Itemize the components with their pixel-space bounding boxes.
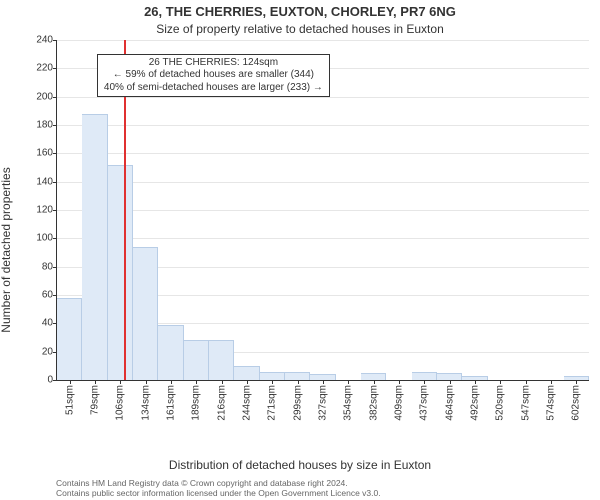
- y-tick: [53, 68, 57, 69]
- x-tick-label: 437sqm: [419, 385, 430, 421]
- y-tick-label: 100: [36, 233, 53, 244]
- y-tick: [53, 97, 57, 98]
- y-tick: [53, 380, 57, 381]
- x-tick: [348, 380, 349, 384]
- histogram-bar: [108, 165, 133, 380]
- histogram-bar: [133, 247, 158, 380]
- footnote: Contains HM Land Registry data © Crown c…: [56, 478, 594, 498]
- x-tick: [272, 380, 273, 384]
- x-tick-label: 520sqm: [495, 385, 506, 421]
- histogram-bar: [260, 372, 285, 381]
- gridline: [57, 40, 589, 41]
- y-tick: [53, 238, 57, 239]
- x-tick: [298, 380, 299, 384]
- x-tick-label: 106sqm: [115, 385, 126, 421]
- x-tick: [247, 380, 248, 384]
- footnote-line-2: Contains public sector information licen…: [56, 488, 594, 498]
- x-tick-label: 464sqm: [444, 385, 455, 421]
- x-tick-label: 216sqm: [216, 385, 227, 421]
- y-tick-label: 140: [36, 176, 53, 187]
- x-tick-label: 134sqm: [140, 385, 151, 421]
- plot-area: 02040608010012014016018020022024051sqm79…: [56, 40, 589, 381]
- x-tick: [450, 380, 451, 384]
- x-tick-label: 547sqm: [520, 385, 531, 421]
- histogram-bar: [209, 340, 234, 380]
- x-tick-label: 327sqm: [318, 385, 329, 421]
- x-tick: [120, 380, 121, 384]
- histogram-bar: [285, 372, 310, 381]
- annotation-line-2: ← 59% of detached houses are smaller (34…: [104, 69, 323, 82]
- x-tick: [323, 380, 324, 384]
- gridline: [57, 182, 589, 183]
- x-tick-label: 409sqm: [394, 385, 405, 421]
- x-tick: [576, 380, 577, 384]
- x-tick: [526, 380, 527, 384]
- x-tick-label: 354sqm: [343, 385, 354, 421]
- histogram-bar: [361, 373, 386, 380]
- y-tick: [53, 182, 57, 183]
- annotation-box: 26 THE CHERRIES: 124sqm← 59% of detached…: [97, 54, 330, 98]
- x-tick-label: 382sqm: [368, 385, 379, 421]
- annotation-line-3: 40% of semi-detached houses are larger (…: [104, 82, 323, 95]
- x-tick-label: 51sqm: [64, 385, 75, 415]
- y-tick: [53, 153, 57, 154]
- y-tick-label: 240: [36, 35, 53, 46]
- y-tick: [53, 125, 57, 126]
- y-tick-label: 80: [42, 261, 53, 272]
- x-tick-label: 271sqm: [267, 385, 278, 421]
- gridline: [57, 210, 589, 211]
- chart-container: 26, THE CHERRIES, EUXTON, CHORLEY, PR7 6…: [0, 0, 600, 500]
- y-tick-label: 220: [36, 63, 53, 74]
- x-tick-label: 299sqm: [292, 385, 303, 421]
- x-tick-label: 244sqm: [242, 385, 253, 421]
- gridline: [57, 125, 589, 126]
- x-tick-label: 161sqm: [166, 385, 177, 421]
- x-axis-label: Distribution of detached houses by size …: [0, 458, 600, 472]
- histogram-bar: [184, 340, 209, 380]
- x-tick-label: 492sqm: [470, 385, 481, 421]
- y-tick-label: 200: [36, 91, 53, 102]
- histogram-bar: [82, 114, 107, 380]
- x-tick: [70, 380, 71, 384]
- chart-title: 26, THE CHERRIES, EUXTON, CHORLEY, PR7 6…: [0, 4, 600, 19]
- y-tick: [53, 210, 57, 211]
- chart-subtitle: Size of property relative to detached ho…: [0, 22, 600, 36]
- gridline: [57, 238, 589, 239]
- x-tick: [551, 380, 552, 384]
- x-tick: [399, 380, 400, 384]
- y-tick: [53, 295, 57, 296]
- x-tick: [171, 380, 172, 384]
- x-tick: [196, 380, 197, 384]
- footnote-line-1: Contains HM Land Registry data © Crown c…: [56, 478, 594, 488]
- y-tick-label: 160: [36, 148, 53, 159]
- x-tick: [222, 380, 223, 384]
- y-tick-label: 180: [36, 120, 53, 131]
- y-tick-label: 20: [42, 346, 53, 357]
- x-tick-label: 189sqm: [191, 385, 202, 421]
- histogram-bar: [412, 372, 437, 381]
- x-tick: [146, 380, 147, 384]
- y-axis-label: Number of detached properties: [0, 167, 13, 332]
- y-tick-label: 60: [42, 290, 53, 301]
- y-tick: [53, 40, 57, 41]
- gridline: [57, 153, 589, 154]
- histogram-bar: [437, 373, 462, 380]
- x-tick-label: 602sqm: [571, 385, 582, 421]
- histogram-bar: [57, 298, 82, 380]
- x-tick: [424, 380, 425, 384]
- x-tick-label: 574sqm: [546, 385, 557, 421]
- y-tick: [53, 267, 57, 268]
- y-tick-label: 0: [47, 375, 53, 386]
- y-tick-label: 120: [36, 205, 53, 216]
- histogram-bar: [158, 325, 183, 380]
- histogram-bar: [234, 366, 259, 380]
- annotation-line-1: 26 THE CHERRIES: 124sqm: [104, 57, 323, 70]
- x-tick: [95, 380, 96, 384]
- x-tick: [374, 380, 375, 384]
- x-tick: [500, 380, 501, 384]
- x-tick: [475, 380, 476, 384]
- y-tick-label: 40: [42, 318, 53, 329]
- x-tick-label: 79sqm: [90, 385, 101, 415]
